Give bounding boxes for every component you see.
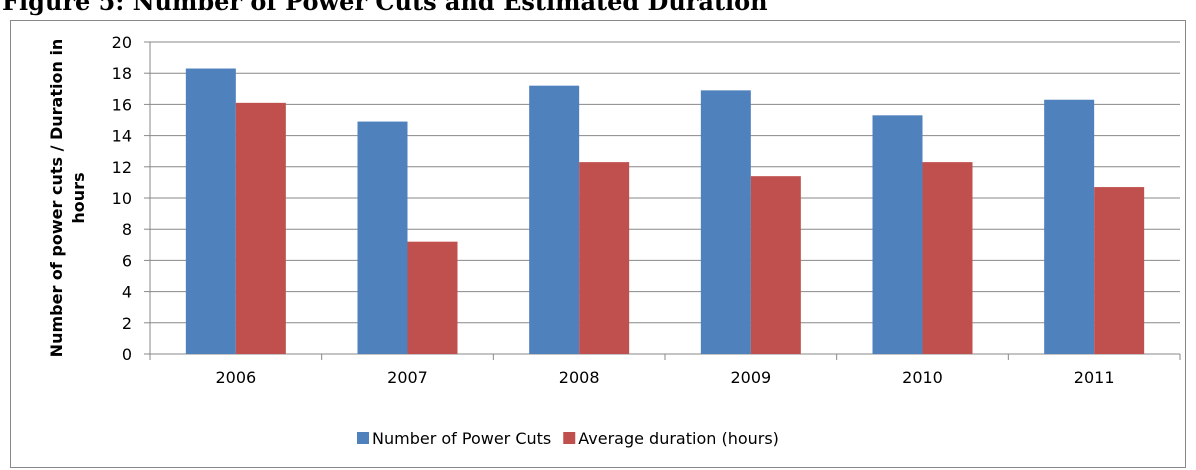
legend-swatch: [563, 432, 576, 444]
y-axis-label-line: hours: [69, 172, 88, 223]
bar: [185, 68, 236, 355]
y-tick-label: 14: [112, 127, 132, 146]
y-tick-label: 0: [122, 345, 132, 364]
bar: [357, 121, 408, 354]
x-tick-label: 2010: [902, 368, 943, 387]
y-tick-label: 12: [112, 158, 132, 177]
y-axis-label: Number of power cuts / Duration in hours: [47, 39, 88, 358]
y-tick-label: 8: [122, 220, 132, 239]
bar: [1044, 99, 1095, 354]
bar: [579, 162, 630, 354]
bar: [750, 176, 801, 354]
legend-label: Number of Power Cuts: [372, 429, 551, 448]
y-tick-label: 16: [112, 95, 132, 114]
legend-label: Average duration (hours): [578, 429, 779, 448]
bar: [700, 90, 751, 355]
x-tick-label: 2009: [730, 368, 771, 387]
y-axis-label-line: Number of power cuts / Duration in: [47, 39, 66, 358]
bar: [235, 102, 286, 354]
x-tick-label: 2008: [559, 368, 600, 387]
bar: [407, 241, 458, 354]
bar: [922, 162, 973, 354]
y-tick-label: 6: [122, 251, 132, 270]
y-tick-label: 20: [112, 33, 132, 52]
bar: [1094, 187, 1145, 354]
y-tick-label: 2: [122, 314, 132, 333]
legend-swatch: [357, 432, 369, 444]
bar: [529, 85, 580, 355]
x-tick-label: 2011: [1074, 368, 1115, 387]
y-tick-label: 4: [122, 283, 132, 302]
x-tick-label: 2007: [387, 368, 428, 387]
x-tick-label: 2006: [215, 368, 256, 387]
y-tick-label: 18: [112, 64, 132, 83]
y-tick-label: 10: [112, 189, 132, 208]
bar: [872, 115, 923, 354]
chart-title: Figure 5: Number of Power Cuts and Estim…: [2, 0, 768, 16]
chart-border: [10, 20, 1186, 468]
